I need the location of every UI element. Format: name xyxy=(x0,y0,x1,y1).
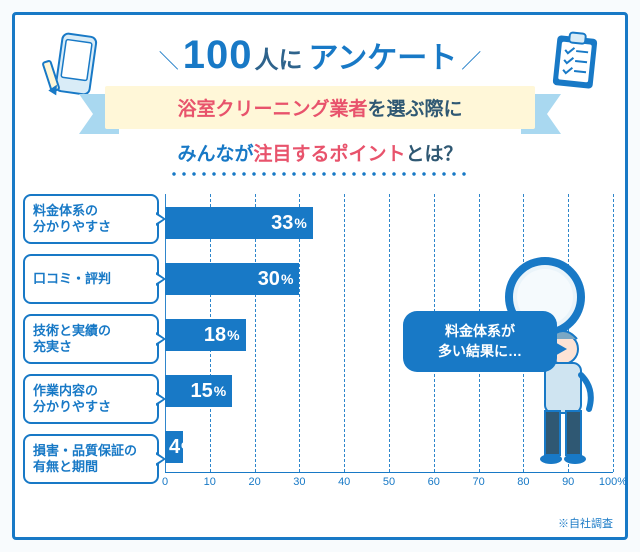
category-labels: 料金体系の分かりやすさ口コミ・評判技術と実績の充実さ作業内容の分かりやすさ損害・… xyxy=(23,194,165,513)
chart: 料金体系の分かりやすさ口コミ・評判技術と実績の充実さ作業内容の分かりやすさ損害・… xyxy=(15,188,625,513)
category-label: 損害・品質保証の有無と期間 xyxy=(23,434,159,484)
tick-label: 40 xyxy=(338,476,350,488)
speech-bubble: 料金体系が 多い結果に… xyxy=(403,311,557,372)
bar: 33% xyxy=(165,207,313,239)
subtitle-b: とは？ xyxy=(406,144,463,165)
category-label: 作業内容の分かりやすさ xyxy=(23,374,159,424)
wavy-underline xyxy=(170,170,470,178)
category-label: 口コミ・評判 xyxy=(23,254,159,304)
category-label: 料金体系の分かりやすさ xyxy=(23,194,159,244)
bar: 15% xyxy=(165,375,232,407)
tick-label: 0 xyxy=(162,476,168,488)
speech-line-2: 多い結果に… xyxy=(438,343,522,359)
infographic-root: ＼ 100 人に アンケート ／ 浴室クリーニング業者を選ぶ際に みんなが注目す… xyxy=(0,0,640,552)
header: ＼ 100 人に アンケート ／ 浴室クリーニング業者を選ぶ際に みんなが注目す… xyxy=(15,15,625,188)
bar: 30% xyxy=(165,263,299,295)
title-count: 100 xyxy=(183,33,253,78)
subtitle-a: みんなが xyxy=(177,144,253,165)
clipboard-icon xyxy=(545,29,605,100)
tick-left-icon: ＼ xyxy=(159,45,179,74)
title-word: アンケート xyxy=(308,33,457,77)
tick-label: 20 xyxy=(248,476,260,488)
ribbon: 浴室クリーニング業者を選ぶ際に xyxy=(105,86,535,129)
ribbon-body: 浴室クリーニング業者を選ぶ際に xyxy=(105,86,535,129)
tick-label: 100% xyxy=(599,476,627,488)
ribbon-em: 浴室クリーニング業者 xyxy=(177,99,367,120)
frame: ＼ 100 人に アンケート ／ 浴室クリーニング業者を選ぶ際に みんなが注目す… xyxy=(12,12,628,540)
footnote: ※自社調査 xyxy=(15,513,625,537)
tick-label: 30 xyxy=(293,476,305,488)
bar: 18% xyxy=(165,319,246,351)
speech-line-1: 料金体系が xyxy=(445,323,515,339)
subtitle: みんなが注目するポイントとは？ xyxy=(15,139,625,166)
subtitle-em: 注目するポイント xyxy=(253,144,405,165)
grid-line xyxy=(613,194,614,472)
character: 料金体系が 多い結果に… xyxy=(393,249,603,479)
tick-right-icon: ／ xyxy=(461,45,481,74)
title-count-suffix: 人に xyxy=(254,40,302,75)
bar: 4% xyxy=(165,431,183,463)
bar-row: 33% xyxy=(165,200,613,246)
category-label: 技術と実績の充実さ xyxy=(23,314,159,364)
title-row: ＼ 100 人に アンケート ／ xyxy=(15,33,625,78)
ribbon-rest: を選ぶ際に xyxy=(368,99,463,120)
tick-label: 10 xyxy=(204,476,216,488)
